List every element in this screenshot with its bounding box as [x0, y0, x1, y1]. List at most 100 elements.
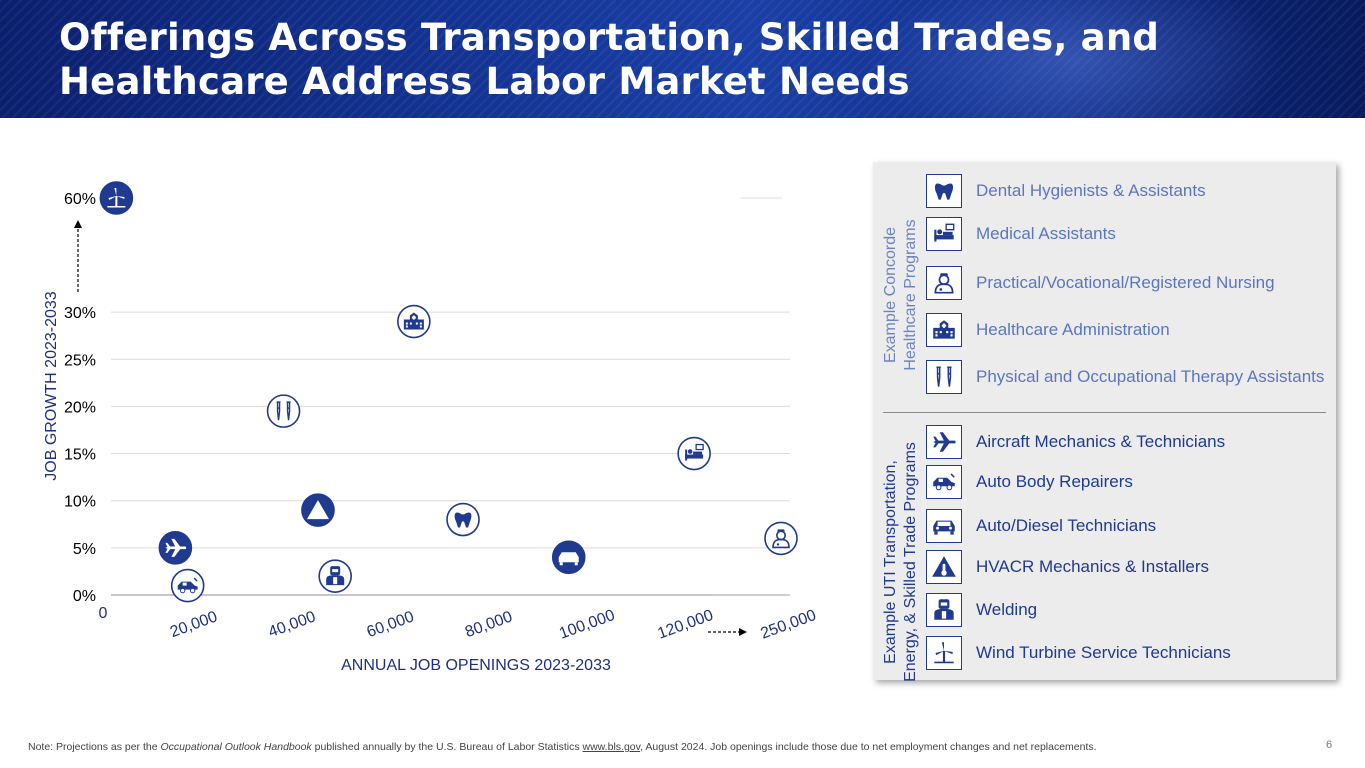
legend-item-wind-turbine: Wind Turbine Service Technicians	[926, 635, 1231, 671]
legend-item-auto-diesel: Auto/Diesel Technicians	[926, 508, 1156, 544]
auto-body-icon	[926, 465, 962, 499]
y-tick-label: 0%	[73, 588, 96, 605]
trade-programs-heading: Example UTI Transportation, Energy, & Sk…	[881, 442, 921, 682]
footnote-prefix: Note: Projections as per the	[28, 741, 161, 753]
airplane-point	[158, 531, 193, 565]
car-icon	[926, 509, 962, 543]
y-break-arrowhead	[74, 220, 82, 228]
legend-label: Wind Turbine Service Technicians	[976, 643, 1231, 662]
legend-item-aircraft: Aircraft Mechanics & Technicians	[926, 424, 1225, 460]
legend-label: Medical Assistants	[976, 224, 1116, 243]
footnote-handbook: Occupational Outlook Handbook	[160, 741, 312, 753]
nurse-icon	[772, 529, 790, 549]
legend-label: Physical and Occupational Therapy Assist…	[976, 367, 1325, 386]
legend-label: Welding	[976, 600, 1038, 619]
thermometer-icon	[926, 550, 962, 584]
x-tick-label: 60,000	[365, 608, 417, 641]
page-number: 6	[1326, 739, 1333, 751]
patient-bed-point	[677, 436, 711, 471]
legend-item-welding: Welding	[926, 592, 1037, 628]
y-tick-label: 10%	[64, 494, 96, 511]
hospital-icon	[926, 313, 962, 347]
patient-bed-icon	[926, 217, 962, 251]
program-legend: Example Concorde Healthcare Programs Exa…	[873, 162, 1336, 682]
header-banner: Offerings Across Transportation, Skilled…	[0, 0, 1365, 118]
auto-body-point	[170, 568, 205, 603]
legend-item-healthcare-admin: Healthcare Administration	[926, 312, 1170, 348]
healthcare-heading-line-1: Example Concorde	[882, 226, 899, 364]
legend-label: Aircraft Mechanics & Technicians	[976, 432, 1226, 451]
chart-points	[99, 181, 798, 603]
legend-label: Auto/Diesel Technicians	[976, 516, 1157, 535]
x-axis-ticks: 0 20,000 40,000 60,000 80,000 100,000 120,000 2…	[99, 605, 819, 643]
tooth-icon	[454, 512, 472, 528]
x-break-arrowhead	[739, 628, 747, 636]
page-title-line-2: Healthcare Address Labor Market Needs	[59, 60, 910, 103]
scatter-chart: 0% 5% 10% 15% 20% 25% 30% 60% 0 20,000 40,000 60,0…	[43, 181, 819, 674]
legend-item-auto-body: Auto Body Repairers	[926, 464, 1133, 500]
legend-label: Auto Body Repairers	[976, 472, 1133, 491]
thermometer-point	[301, 493, 335, 527]
point-marker	[764, 521, 798, 556]
banner-texture	[0, 0, 1365, 118]
trades-heading-line-2: Energy, & Skilled Trade Programs	[902, 442, 919, 682]
y-axis-ticks: 0% 5% 10% 15% 20% 25% 30% 60%	[64, 191, 96, 605]
patient-bed-icon	[685, 443, 704, 461]
y-tick-label: 15%	[64, 447, 96, 464]
axis-break-annotations	[74, 220, 747, 636]
trades-heading-line-1: Example UTI Transportation,	[882, 460, 899, 664]
legend-item-hvacr: HVACR Mechanics & Installers	[926, 549, 1209, 585]
banner-glow	[865, 0, 1285, 118]
footnote-middle: published annually by the U.S. Bureau of…	[311, 741, 583, 753]
car-point	[551, 540, 586, 575]
hospital-icon	[403, 312, 424, 330]
x-tick-label: 20,000	[168, 608, 220, 641]
page-title: Offerings Across Transportation, Skilled…	[59, 16, 1259, 104]
tooth-icon	[926, 174, 962, 208]
y-axis-label: JOB GROWTH 2023-2033	[43, 291, 60, 481]
legend-label: Practical/Vocational/Registered Nursing	[976, 273, 1275, 292]
airplane-icon	[165, 538, 187, 557]
point-marker	[266, 394, 301, 428]
x-axis-label: ANNUAL JOB OPENINGS 2023-2033	[341, 657, 611, 674]
x-tick-label: 250,000	[758, 607, 818, 643]
crutches-icon	[926, 360, 962, 394]
welder-icon	[926, 593, 962, 627]
crutches-icon	[276, 401, 291, 421]
healthcare-programs-heading: Example Concorde Healthcare Programs	[881, 195, 921, 395]
crutches-point	[266, 394, 301, 428]
welder-point	[318, 559, 352, 593]
footnote-suffix: , August 2024. Job openings include thos…	[640, 741, 1097, 753]
legend-item-dental: Dental Hygienists & Assistants	[926, 173, 1206, 209]
healthcare-heading-line-2: Healthcare Programs	[902, 219, 919, 371]
car-icon	[558, 552, 579, 566]
nurse-icon	[926, 266, 962, 300]
legend-item-nursing: Practical/Vocational/Registered Nursing	[926, 265, 1275, 301]
y-tick-label: 5%	[73, 541, 96, 558]
y-tick-label: 25%	[64, 352, 96, 369]
footnote: Note: Projections as per the Occupationa…	[28, 741, 1097, 753]
wind-turbine-point	[99, 181, 134, 215]
y-tick-label: 20%	[64, 399, 96, 416]
legend-item-therapy-assistants: Physical and Occupational Therapy Assist…	[926, 359, 1324, 395]
hospital-point	[397, 304, 431, 339]
wind-turbine-icon	[107, 188, 126, 208]
page-title-line-1: Offerings Across Transportation, Skilled…	[59, 16, 1160, 59]
x-tick-label: 120,000	[655, 607, 715, 643]
legend-divider	[883, 412, 1326, 413]
x-tick-label: 0	[99, 605, 108, 622]
nurse-point	[764, 521, 798, 556]
y-tick-label: 60%	[64, 191, 96, 208]
legend-label: HVACR Mechanics & Installers	[976, 557, 1210, 576]
legend-label: Dental Hygienists & Assistants	[976, 181, 1206, 200]
bls-link[interactable]: www.bls.gov	[582, 741, 641, 753]
tooth-point	[446, 502, 480, 537]
thermometer-icon	[306, 500, 329, 520]
x-tick-label: 80,000	[463, 608, 515, 641]
legend-item-medical-assistants: Medical Assistants	[926, 216, 1116, 252]
auto-body-icon	[177, 577, 198, 594]
y-tick-label: 30%	[64, 305, 96, 322]
x-tick-label: 100,000	[557, 607, 617, 643]
welder-icon	[326, 566, 345, 586]
chart-grid	[111, 197, 790, 596]
